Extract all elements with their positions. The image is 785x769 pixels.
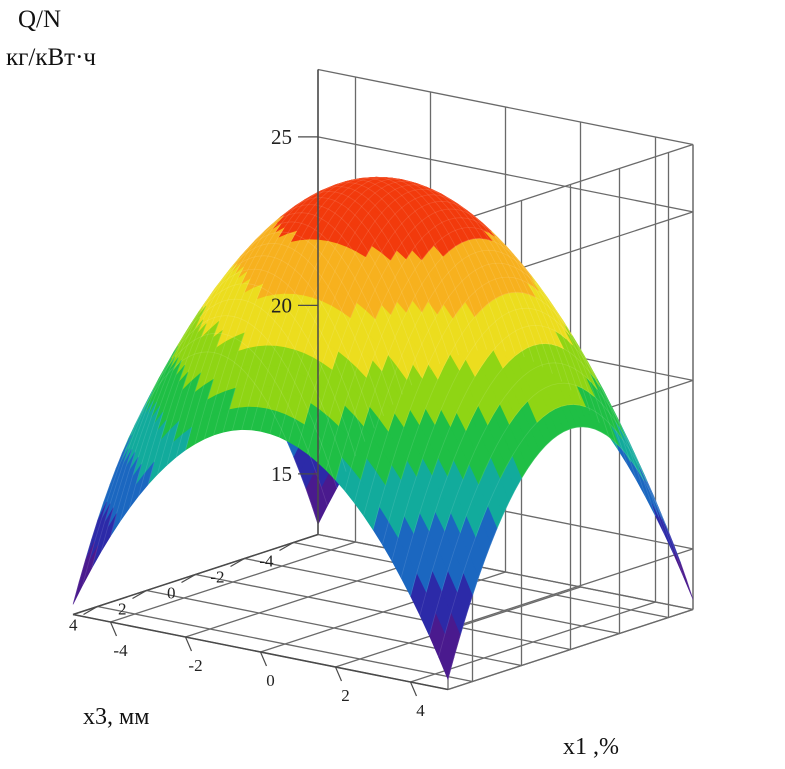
surface-mesh-line: [316, 208, 563, 462]
surface-mesh-line: [175, 204, 422, 458]
surface-mesh-line: [91, 315, 338, 569]
surface-patch: [649, 497, 666, 536]
surface-mesh-line: [241, 176, 488, 430]
surface-mesh-line: [353, 249, 600, 503]
surface-mesh-line: [250, 177, 497, 431]
surface-mesh-line: [185, 197, 431, 451]
z-tick-label: 20: [271, 293, 292, 317]
surface-mesh-line: [100, 298, 347, 552]
surface-mesh-line: [410, 343, 656, 597]
y-axis-title: x3, мм: [83, 704, 150, 730]
surface-mesh-line: [447, 426, 694, 680]
x-tick-label: 4: [416, 701, 425, 720]
surface-mesh-line: [325, 217, 572, 471]
side-grid-line: [447, 143, 694, 226]
x-tick: [109, 621, 118, 637]
y-tick-label: 4: [69, 616, 78, 635]
surface-mesh-line: [157, 221, 403, 475]
back-grid-line: [317, 68, 694, 146]
floor-grid-line: [317, 533, 694, 611]
surface-mesh-line: [138, 242, 384, 497]
surface-mesh-line: [278, 184, 525, 438]
y-tick-label: 2: [118, 600, 127, 619]
x-tick-label: 2: [341, 686, 350, 705]
x-tick: [409, 681, 418, 697]
x-tick: [334, 666, 343, 682]
surface-mesh-line: [419, 362, 666, 616]
surface-mesh-line: [82, 332, 328, 586]
surface-mesh-line: [297, 194, 544, 448]
x-tick: [184, 636, 193, 652]
surface-mesh-line: [382, 291, 628, 545]
floor-grid-line: [97, 605, 473, 683]
surface-mesh-line: [372, 276, 619, 530]
surface-mesh-line: [119, 268, 366, 522]
z-axis-unit: кг/кВт·ч: [6, 44, 96, 71]
floor-grid-line: [146, 589, 522, 667]
surface-mesh-line: [128, 255, 375, 509]
surface-mesh-line: [391, 307, 638, 561]
y-tick: [279, 541, 294, 552]
surface-mesh-line: [222, 179, 469, 433]
surface-mesh-line: [72, 351, 319, 605]
surface-mesh-line: [110, 283, 356, 537]
x-tick-label: 0: [266, 671, 275, 690]
z-axis-title: Q/N: [18, 6, 62, 33]
surface-mesh-line: [232, 177, 478, 431]
surface-mesh-line: [166, 212, 413, 466]
y-tick-label: 0: [167, 584, 176, 603]
surface-mesh-line: [400, 324, 647, 579]
surface-mesh-line: [203, 186, 450, 440]
y-tick: [83, 605, 98, 616]
surface-mesh-line: [260, 178, 506, 432]
back-grid-line: [317, 136, 694, 213]
surface-mesh-line: [213, 182, 459, 436]
surface-mesh-line: [428, 382, 675, 636]
floor-grid-line: [293, 541, 669, 619]
y-tick-label: -2: [210, 568, 224, 587]
floor-grid-line: [195, 573, 571, 651]
z-tick-label: 15: [271, 462, 292, 486]
floor-grid: [72, 533, 694, 691]
y-tick: [132, 589, 147, 600]
surface-mesh-line: [363, 262, 609, 516]
surface-mesh-line: [344, 237, 591, 491]
x-tick: [259, 651, 268, 667]
surface-mesh-line: [438, 404, 684, 658]
surface-mesh-line: [288, 188, 534, 442]
surface: [72, 176, 694, 681]
y-tick-label: -4: [259, 552, 274, 571]
surface-patch: [72, 563, 89, 605]
surface-mesh-line: [307, 200, 553, 454]
side-grid-line: [447, 548, 694, 630]
x-tick-label: -2: [188, 656, 202, 675]
surface-mesh-line: [269, 180, 516, 434]
surface-mesh-line: [335, 227, 581, 481]
x-tick-label: -4: [113, 641, 128, 660]
y-tick: [230, 557, 245, 568]
surface-mesh-line: [147, 231, 394, 485]
y-tick: [181, 573, 196, 584]
z-tick-label: 25: [271, 125, 292, 149]
x-axis-title: x1 ,%: [563, 734, 619, 760]
